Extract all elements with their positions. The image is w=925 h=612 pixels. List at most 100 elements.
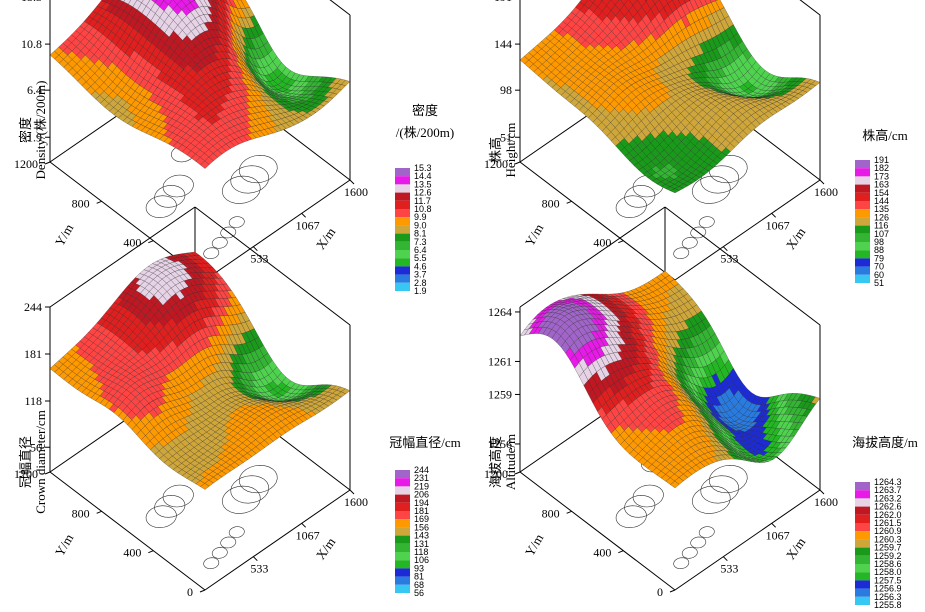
y-tick-label: 1200 xyxy=(484,157,508,171)
surface xyxy=(519,270,821,489)
y-tick-label: 800 xyxy=(72,196,90,210)
legend-swatch xyxy=(855,217,870,226)
legend-swatch xyxy=(855,523,870,532)
z-tick-label: 244 xyxy=(24,300,42,314)
y-tick-mark xyxy=(514,161,521,165)
legend-swatch xyxy=(855,160,870,169)
legend-level-label: 173 xyxy=(874,171,889,181)
legend-swatch xyxy=(395,274,410,283)
legend-swatch xyxy=(855,209,870,218)
legend-level-label: 70 xyxy=(874,262,884,272)
legend: 株高/cm19118217316315414413512611610798887… xyxy=(855,128,908,288)
x-tick-label: 533 xyxy=(250,252,268,266)
z-tick-label: 1.9 xyxy=(27,130,42,144)
x-tick-mark xyxy=(819,489,825,495)
x-tick-label: 1600 xyxy=(344,185,368,199)
legend-title: 株高/cm xyxy=(862,128,908,143)
legend-level-label: 6.4 xyxy=(414,245,427,255)
legend-level-label: 56 xyxy=(414,588,424,598)
legend-swatch xyxy=(855,555,870,564)
legend-level-label: 3.7 xyxy=(414,270,427,280)
y-axis-label: Y/m xyxy=(52,531,77,559)
y-tick-label: 0 xyxy=(187,585,193,599)
legend-swatch xyxy=(855,588,870,597)
x-tick-label: 1067 xyxy=(296,528,320,542)
legend-level-label: 9.0 xyxy=(414,220,427,230)
legend-swatch xyxy=(855,482,870,491)
z-tick-label: 1261 xyxy=(488,354,512,368)
x-tick-mark xyxy=(722,246,728,252)
legend-level-label: 88 xyxy=(874,245,884,255)
legend-level-label: 8.1 xyxy=(414,229,427,239)
y-axis-label: Y/m xyxy=(522,221,547,249)
legend-swatch xyxy=(395,568,410,577)
contour-line xyxy=(162,484,194,508)
y-tick-mark xyxy=(44,161,51,165)
legend-level-label: 107 xyxy=(874,229,889,239)
contour-line xyxy=(203,557,220,569)
surface xyxy=(519,0,821,194)
contour-line xyxy=(154,495,186,518)
y-tick-mark xyxy=(669,589,676,593)
contour-line xyxy=(230,475,270,504)
right-top-edge xyxy=(194,206,351,326)
x-tick-label: 1600 xyxy=(814,185,838,199)
legend-level-label: 60 xyxy=(874,270,884,280)
legend-swatch xyxy=(395,519,410,528)
legend-swatch xyxy=(395,486,410,495)
surface xyxy=(49,251,351,490)
contour-line xyxy=(228,216,245,228)
contour-line xyxy=(220,226,237,239)
legend-level-label: 79 xyxy=(874,253,884,263)
back-top-edge xyxy=(49,206,196,308)
x-tick-mark xyxy=(301,212,307,218)
contour-line xyxy=(673,247,690,259)
legend-swatch xyxy=(855,539,870,548)
legend-level-label: 11.7 xyxy=(414,196,431,206)
contour-line xyxy=(690,536,707,549)
z-tick-label: 144 xyxy=(494,37,512,51)
legend-swatch xyxy=(395,233,410,242)
surface-cell xyxy=(644,0,648,2)
legend-swatch xyxy=(395,470,410,479)
panel-height: 19114498515331067160004008001200X/mY/m株高… xyxy=(484,0,908,289)
x-tick-mark xyxy=(722,556,728,562)
legend-level-label: 15.3 xyxy=(414,163,432,173)
z-tick-label: 181 xyxy=(24,347,42,361)
legend-level-label: 1.9 xyxy=(414,286,427,296)
contour-line xyxy=(220,536,237,549)
legend-swatch xyxy=(395,535,410,544)
x-tick-label: 1600 xyxy=(344,495,368,509)
legend-level-label: 10.8 xyxy=(414,204,432,214)
legend-swatch xyxy=(395,543,410,552)
legend-swatch xyxy=(855,250,870,259)
y-axis-line xyxy=(49,471,206,591)
x-tick-label: 533 xyxy=(720,562,738,576)
legend-level-label: 2.8 xyxy=(414,278,427,288)
y-tick-label: 800 xyxy=(72,506,90,520)
y-tick-mark xyxy=(148,550,154,554)
legend-level-label: 12.6 xyxy=(414,188,432,198)
surface-cell xyxy=(200,160,210,169)
legend-swatch xyxy=(395,200,410,209)
y-tick-mark xyxy=(96,510,102,514)
legend-level-label: 13.5 xyxy=(414,179,432,189)
legend-swatch xyxy=(395,502,410,511)
legend-level-label: 163 xyxy=(874,180,889,190)
contour-line xyxy=(690,226,707,239)
legend-swatch xyxy=(855,201,870,210)
legend-swatch xyxy=(395,225,410,234)
legend-level-label: 116 xyxy=(874,221,888,231)
x-tick-label: 1067 xyxy=(766,218,790,232)
legend-level-label: 14.4 xyxy=(414,171,432,181)
legend-swatch xyxy=(395,241,410,250)
y-tick-mark xyxy=(618,240,624,244)
x-tick-mark xyxy=(301,522,307,528)
contour-line xyxy=(211,547,228,559)
contour-line xyxy=(221,485,261,514)
legend-level-label: 1255.8 xyxy=(874,600,902,610)
y-tick-label: 800 xyxy=(542,506,560,520)
contour-line xyxy=(615,195,647,219)
contour-line xyxy=(238,155,278,184)
legend-swatch xyxy=(855,498,870,507)
